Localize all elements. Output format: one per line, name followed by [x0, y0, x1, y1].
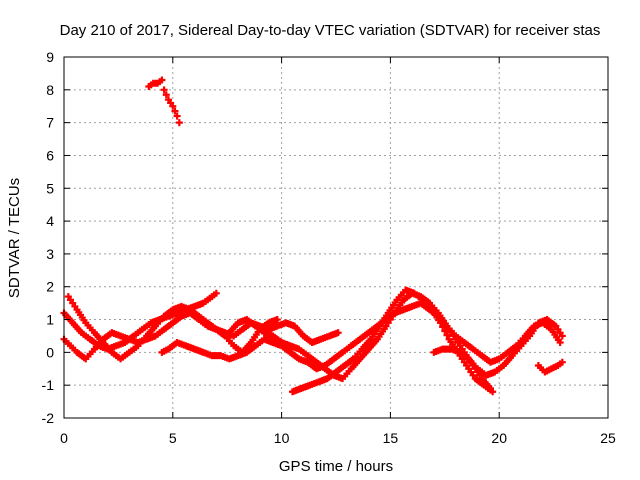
y-tick-label: 3 [46, 246, 54, 262]
y-tick-label: -2 [42, 410, 55, 426]
y-tick-label: 5 [46, 180, 54, 196]
y-tick-label: 1 [46, 312, 54, 328]
x-tick-label: 10 [274, 430, 290, 446]
y-tick-label: 7 [46, 115, 54, 131]
y-axis-title: SDTVAR / TECUs [6, 178, 23, 298]
data-point [173, 112, 181, 120]
chart-title: Day 210 of 2017, Sidereal Day-to-day VTE… [60, 22, 601, 39]
series-track-i [145, 76, 183, 127]
data-point [439, 323, 447, 331]
y-tick-label: 4 [46, 213, 54, 229]
grid [64, 57, 608, 418]
data-point [158, 76, 166, 84]
data-point [441, 327, 449, 335]
y-tick-label: 9 [46, 49, 54, 65]
x-tick-label: 0 [60, 430, 68, 446]
x-axis-ticks: 0 5 10 15 20 25 [60, 57, 616, 446]
data-point [334, 329, 342, 337]
data-point [160, 86, 168, 94]
series-track-g [430, 316, 566, 379]
x-tick-label: 15 [383, 430, 399, 446]
y-tick-label: 6 [46, 147, 54, 163]
data-point [558, 332, 566, 340]
data-point [556, 339, 564, 347]
data-point [169, 102, 177, 110]
y-tick-label: 2 [46, 279, 54, 295]
data-point [171, 107, 179, 115]
series-track-c [60, 309, 342, 363]
data-points [60, 76, 566, 396]
x-tick-label: 5 [169, 430, 177, 446]
data-point [436, 319, 444, 327]
y-tick-label: 8 [46, 82, 54, 98]
data-point [162, 91, 170, 99]
data-point [443, 331, 451, 339]
y-tick-label: 0 [46, 344, 54, 360]
series-track-h [534, 358, 566, 376]
data-point [558, 358, 566, 366]
data-point [175, 119, 183, 127]
plot-frame [63, 56, 609, 419]
x-tick-label: 20 [491, 430, 507, 446]
data-point [489, 388, 497, 396]
data-point [212, 289, 220, 297]
y-tick-label: -1 [42, 377, 55, 393]
data-point [273, 316, 281, 324]
y-axis-ticks: -2 -1 0 1 2 3 4 5 6 7 8 9 [42, 49, 608, 426]
x-axis-title: GPS time / hours [279, 458, 393, 475]
x-tick-label: 25 [600, 430, 616, 446]
